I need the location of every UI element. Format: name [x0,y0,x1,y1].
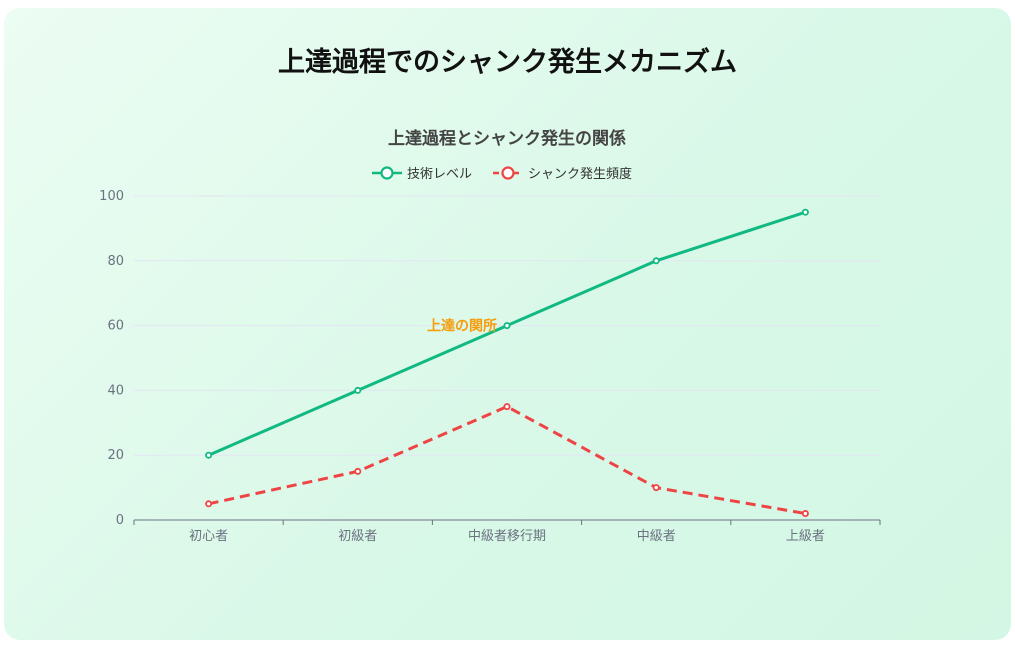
series-line-2 [208,405,806,515]
data-point[interactable] [354,386,362,394]
axes: 0 20 40 60 80 100 初心者 初級者 中級者移行期 中級者 上級者 [99,189,881,544]
series-layer [205,208,809,518]
annotation-layer: 上達の関所 [427,318,497,335]
series-line-1 [208,210,806,457]
data-point[interactable] [652,484,660,492]
x-tick-label: 中級者 [637,529,676,544]
data-point[interactable] [652,257,660,265]
y-tick-label: 40 [107,383,124,398]
annotation-label: 上達の関所 [427,318,497,335]
data-point[interactable] [503,403,511,411]
y-tick-label: 0 [116,513,124,528]
x-tick-label: 上級者 [786,529,825,544]
y-tick-label: 20 [107,448,124,463]
y-tick-label: 100 [99,189,124,204]
data-point[interactable] [354,467,362,475]
y-tick-label: 60 [107,319,124,334]
data-point[interactable] [205,451,213,459]
data-point[interactable] [205,500,213,508]
legend-label: 技術レベル [407,167,472,182]
chart-title: 上達過程とシャンク発生の関係 [388,128,626,149]
data-point[interactable] [801,510,809,518]
legend-swatch-marker [380,166,394,180]
legend-item-2[interactable]: シャンク発生頻度 [493,166,632,182]
y-tick-label: 80 [107,254,124,269]
legend-label: シャンク発生頻度 [528,166,632,182]
x-tick-label: 初心者 [189,529,228,544]
data-point[interactable] [503,322,511,330]
x-tick-label: 初級者 [338,529,377,544]
data-point[interactable] [801,208,809,216]
legend-item-1[interactable]: 技術レベル [372,166,472,182]
page-title: 上達過程でのシャンク発生メカニズム [278,47,737,78]
legend: 技術レベル シャンク発生頻度 [372,166,632,182]
grid [134,195,880,456]
x-tick-label: 中級者移行期 [468,529,546,544]
legend-swatch-marker [501,166,515,180]
